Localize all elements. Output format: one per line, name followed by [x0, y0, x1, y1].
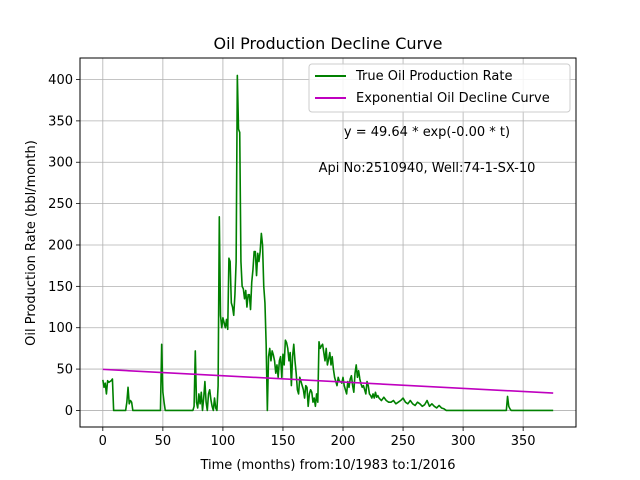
- x-tick-label: 250: [391, 434, 416, 449]
- exponential-decline-line: [102, 368, 554, 394]
- axis-ticks: 0 50 100 150 200 250 300 350 0 50 100 150 200 250 300 3…: [48, 73, 535, 449]
- legend-box: [308, 63, 571, 113]
- x-tick-label: 350: [511, 434, 536, 449]
- y-tick-label: 0: [65, 404, 73, 419]
- true-oil-production-line: [102, 74, 554, 412]
- well-info-annotation: Api No:2510940, Well:74-1-SX-10: [319, 161, 536, 176]
- x-tick-label: 50: [155, 434, 172, 449]
- y-tick-label: 50: [56, 363, 73, 378]
- series-layer: [102, 74, 554, 412]
- y-tick-label: 350: [48, 114, 73, 129]
- grid: [80, 58, 576, 427]
- x-tick-label: 0: [99, 434, 107, 449]
- y-tick-label: 100: [48, 321, 73, 336]
- x-axis-title: Time (months) from:10/1983 to:1/2016: [199, 458, 455, 473]
- y-tick-label: 300: [48, 156, 73, 171]
- plot-frame: [79, 57, 577, 428]
- chart-title: Oil Production Decline Curve: [214, 34, 443, 53]
- legend: True Oil Production Rate Exponential Oil…: [308, 63, 571, 113]
- fit-equation-annotation: y = 49.64 * exp(-0.00 * t): [344, 125, 510, 140]
- y-tick-label: 200: [48, 238, 73, 253]
- x-tick-label: 100: [211, 434, 236, 449]
- x-tick-label: 200: [331, 434, 356, 449]
- y-tick-label: 150: [48, 280, 73, 295]
- x-tick-label: 300: [451, 434, 476, 449]
- legend-label-true-oil-production: True Oil Production Rate: [355, 69, 512, 84]
- y-axis-title: Oil Production Rate (bbl/month): [24, 140, 39, 346]
- x-tick-label: 150: [271, 434, 296, 449]
- y-tick-label: 250: [48, 197, 73, 212]
- y-tick-label: 400: [48, 73, 73, 88]
- legend-label-exponential-decline: Exponential Oil Decline Curve: [356, 91, 550, 106]
